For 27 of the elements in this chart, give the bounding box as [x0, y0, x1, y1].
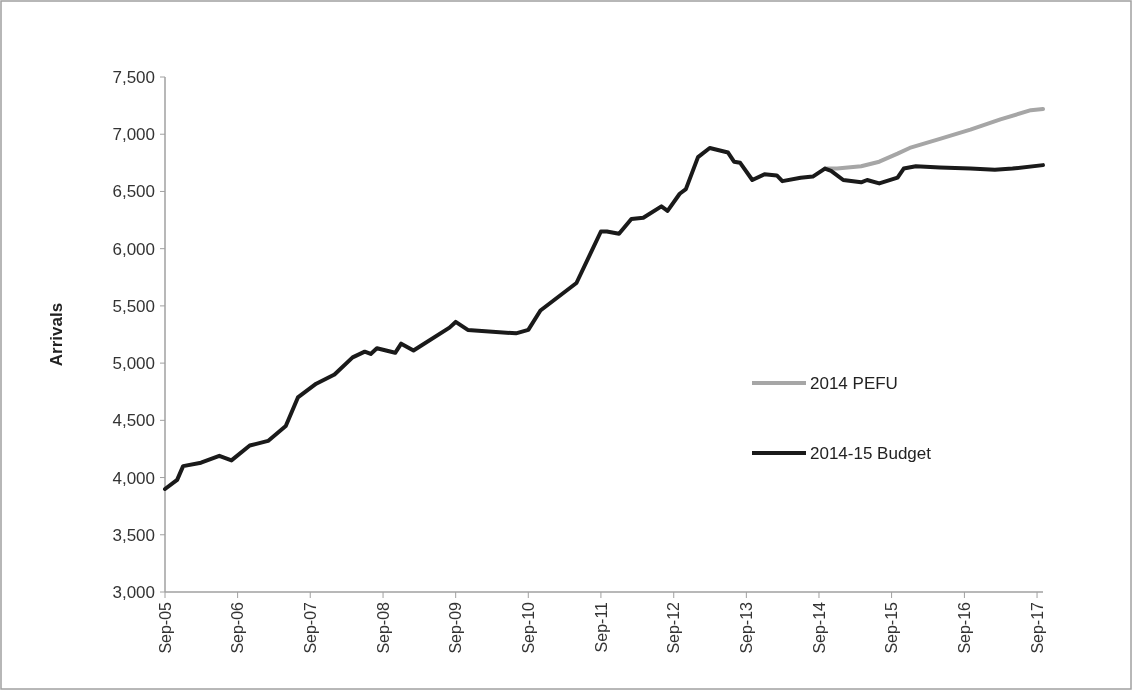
x-tick-label: Sep-11	[592, 601, 610, 653]
x-tick-label: Sep-12	[665, 601, 683, 654]
y-tick-label: 5,500	[112, 296, 155, 316]
y-tick-label: 7,500	[112, 67, 155, 87]
x-tick-label: Sep-05	[156, 601, 174, 654]
x-tick-label: Sep-15	[883, 601, 901, 654]
legend-label: 2014 PEFU	[810, 373, 898, 393]
y-axis-title: Arrivals	[47, 302, 66, 367]
y-tick-label: 6,000	[112, 239, 155, 259]
x-tick-label: Sep-13	[737, 601, 755, 654]
x-tick-label: Sep-09	[447, 601, 465, 654]
y-tick-label: 4,500	[112, 411, 155, 431]
y-tick-label: 7,000	[112, 125, 155, 145]
y-tick-label: 3,500	[112, 525, 155, 545]
y-tick-label: 5,000	[112, 354, 155, 374]
x-tick-label: Sep-17	[1028, 601, 1046, 654]
y-tick-label: 6,500	[112, 182, 155, 202]
y-tick-label: 4,000	[112, 468, 155, 488]
x-tick-label: Sep-16	[956, 601, 974, 654]
x-tick-label: Sep-06	[229, 601, 247, 654]
x-tick-label: Sep-08	[374, 601, 392, 654]
x-tick-label: Sep-14	[810, 601, 828, 654]
line-series	[163, 145, 1045, 491]
legend-label: 2014-15 Budget	[810, 443, 932, 463]
x-tick-label: Sep-10	[519, 601, 537, 654]
x-tick-label: Sep-07	[301, 601, 319, 654]
y-tick-label: 3,000	[112, 582, 155, 602]
